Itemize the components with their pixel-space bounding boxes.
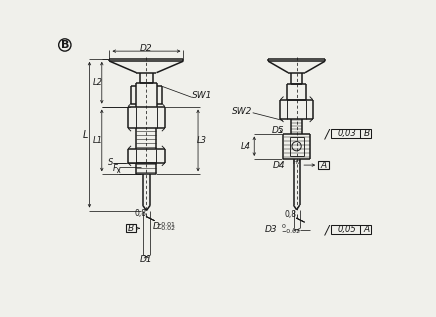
Text: D: D	[153, 222, 160, 231]
Text: L2: L2	[93, 78, 103, 87]
Text: L4: L4	[241, 142, 251, 151]
Text: D4: D4	[273, 161, 286, 170]
Text: 0: 0	[281, 224, 285, 229]
Text: B: B	[364, 129, 370, 138]
Text: 0,8: 0,8	[284, 210, 296, 219]
Text: L3: L3	[197, 136, 207, 145]
Text: −0.02: −0.02	[157, 227, 175, 231]
Text: D1: D1	[140, 255, 153, 264]
Text: H7: H7	[292, 160, 301, 165]
Text: F: F	[113, 165, 118, 173]
Text: B: B	[128, 224, 134, 233]
Text: SW2: SW2	[232, 107, 253, 116]
Text: L: L	[83, 130, 89, 140]
Text: −0.02: −0.02	[281, 229, 300, 234]
Text: 0,8: 0,8	[134, 209, 146, 218]
Text: /: /	[325, 223, 330, 236]
Text: D2: D2	[140, 43, 153, 53]
Text: SW1: SW1	[192, 91, 212, 100]
Text: D5: D5	[272, 126, 285, 135]
Text: 0,05: 0,05	[337, 225, 356, 234]
Text: B: B	[61, 40, 69, 50]
Text: S: S	[108, 158, 113, 167]
Text: 0,03: 0,03	[337, 129, 356, 138]
Text: −0.01: −0.01	[157, 222, 175, 227]
Text: D3: D3	[265, 224, 277, 234]
Text: L1: L1	[93, 136, 103, 145]
Text: /: /	[325, 127, 330, 140]
Text: A: A	[320, 161, 327, 170]
Text: A: A	[364, 225, 370, 234]
